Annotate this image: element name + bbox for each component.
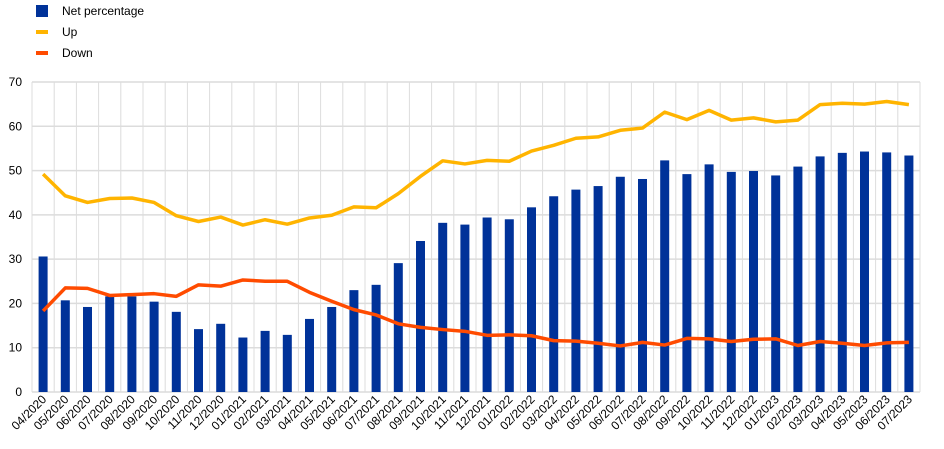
legend-item-down: Down	[36, 42, 144, 63]
legend: Net percentage Up Down	[36, 0, 144, 63]
bar-net-percentage	[482, 217, 492, 392]
bar-net-percentage	[282, 334, 292, 392]
bar-net-percentage	[726, 171, 736, 392]
line-up	[41, 99, 910, 227]
legend-label-down: Down	[62, 45, 93, 60]
bar-net-percentage	[793, 166, 803, 392]
y-tick-label: 40	[9, 208, 23, 222]
bar-net-percentage	[83, 306, 92, 392]
bar-net-percentage	[393, 263, 403, 392]
bar-net-percentage	[171, 311, 181, 392]
bar-net-percentage	[194, 329, 203, 392]
y-tick-label: 50	[9, 164, 23, 178]
y-tick-label: 70	[9, 75, 23, 89]
line-down	[41, 278, 909, 348]
y-tick-label: 10	[9, 341, 23, 355]
bar-net-percentage	[771, 175, 781, 392]
bar-net-percentage	[371, 284, 381, 392]
bar-net-percentage	[682, 174, 692, 392]
bar-net-percentage	[305, 318, 314, 392]
bar-net-percentage	[416, 240, 425, 392]
legend-item-net: Net percentage	[36, 0, 144, 21]
y-tick-label: 0	[15, 385, 22, 399]
bar-net-percentage	[216, 323, 226, 392]
bar-net-percentage	[749, 171, 758, 392]
bar-net-percentage	[860, 151, 869, 392]
bar-net-percentage	[504, 219, 514, 392]
legend-label-net: Net percentage	[62, 3, 145, 18]
legend-swatch-down	[36, 50, 48, 55]
y-tick-label: 30	[9, 252, 23, 266]
bar-net-percentage	[837, 152, 847, 392]
legend-swatch-up	[36, 29, 48, 34]
bar-net-percentage	[127, 296, 137, 392]
legend-swatch-net	[36, 4, 48, 17]
bar-net-percentage	[327, 306, 337, 392]
bar-net-percentage	[527, 207, 536, 392]
bar-net-percentage	[105, 296, 115, 392]
bar-net-percentage	[38, 256, 48, 392]
legend-label-up: Up	[62, 24, 78, 39]
bar-net-percentage	[149, 301, 159, 392]
bar-net-percentage	[815, 156, 825, 392]
bar-net-percentage	[704, 164, 714, 392]
y-tick-label: 20	[9, 296, 23, 310]
bar-net-percentage	[615, 176, 625, 392]
bar-net-percentage	[349, 290, 359, 392]
bar-net-percentage	[260, 330, 270, 392]
bar-net-percentage	[60, 300, 70, 392]
bar-net-percentage	[460, 224, 470, 392]
legend-item-up: Up	[36, 21, 144, 42]
bar-net-percentage	[238, 337, 248, 392]
bar-net-percentage	[593, 186, 603, 392]
bar-net-percentage	[660, 160, 670, 392]
bar-net-percentage	[904, 155, 914, 392]
bar-net-percentage	[549, 196, 559, 392]
bar-net-percentage	[882, 152, 892, 392]
bar-net-percentage	[438, 222, 448, 392]
bar-net-percentage	[638, 178, 647, 392]
bar-net-percentage	[571, 189, 581, 392]
y-tick-label: 60	[9, 119, 23, 133]
